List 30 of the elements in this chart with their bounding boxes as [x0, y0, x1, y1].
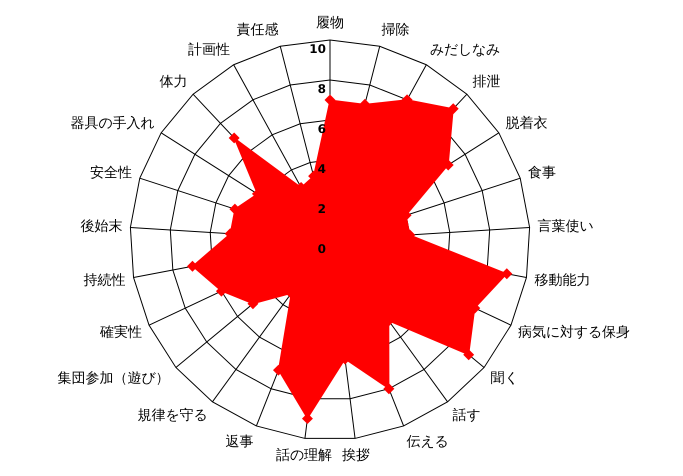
- spoke-label: 食事: [528, 164, 556, 181]
- spoke-label: 移動能力: [534, 272, 590, 289]
- y-tick-label: 2: [318, 202, 326, 216]
- spoke-label: 規律を守る: [138, 408, 208, 424]
- spoke-label: 言葉使い: [538, 218, 594, 234]
- spoke-label: 持続性: [84, 272, 126, 289]
- spoke-label: 体力: [160, 74, 188, 90]
- y-tick-label: 4: [318, 162, 326, 176]
- y-tick-label: 10: [309, 42, 326, 56]
- spoke-label: 確実性: [98, 324, 142, 340]
- spoke-label: 後始末: [80, 218, 122, 234]
- spoke-label: 掃除: [382, 22, 410, 38]
- spoke-label: 話の理解: [276, 447, 332, 464]
- spoke-label: 病気に対する保身: [518, 324, 630, 340]
- spoke-label: 安全性: [90, 164, 132, 181]
- y-tick-label: 8: [318, 82, 326, 96]
- y-tick-label: 0: [318, 242, 326, 256]
- spoke-label: 挨拶: [342, 447, 370, 464]
- spoke-label: 脱着衣: [506, 116, 548, 132]
- spoke-label: 履物: [316, 15, 344, 31]
- spoke-label: 計画性: [188, 42, 230, 58]
- spoke-label: 聞く: [490, 370, 518, 386]
- spoke-label: 集団参加（遊び）: [58, 370, 170, 386]
- spoke-label: 責任感: [236, 22, 278, 38]
- spoke-label: 伝える: [406, 434, 449, 450]
- spoke-label: 話す: [452, 408, 480, 424]
- spoke-label: 返事: [225, 434, 254, 450]
- spoke-label: 排泄: [472, 74, 500, 90]
- spoke-label: 器具の手入れ: [70, 116, 154, 132]
- spoke-label: みだしなみ: [430, 42, 500, 58]
